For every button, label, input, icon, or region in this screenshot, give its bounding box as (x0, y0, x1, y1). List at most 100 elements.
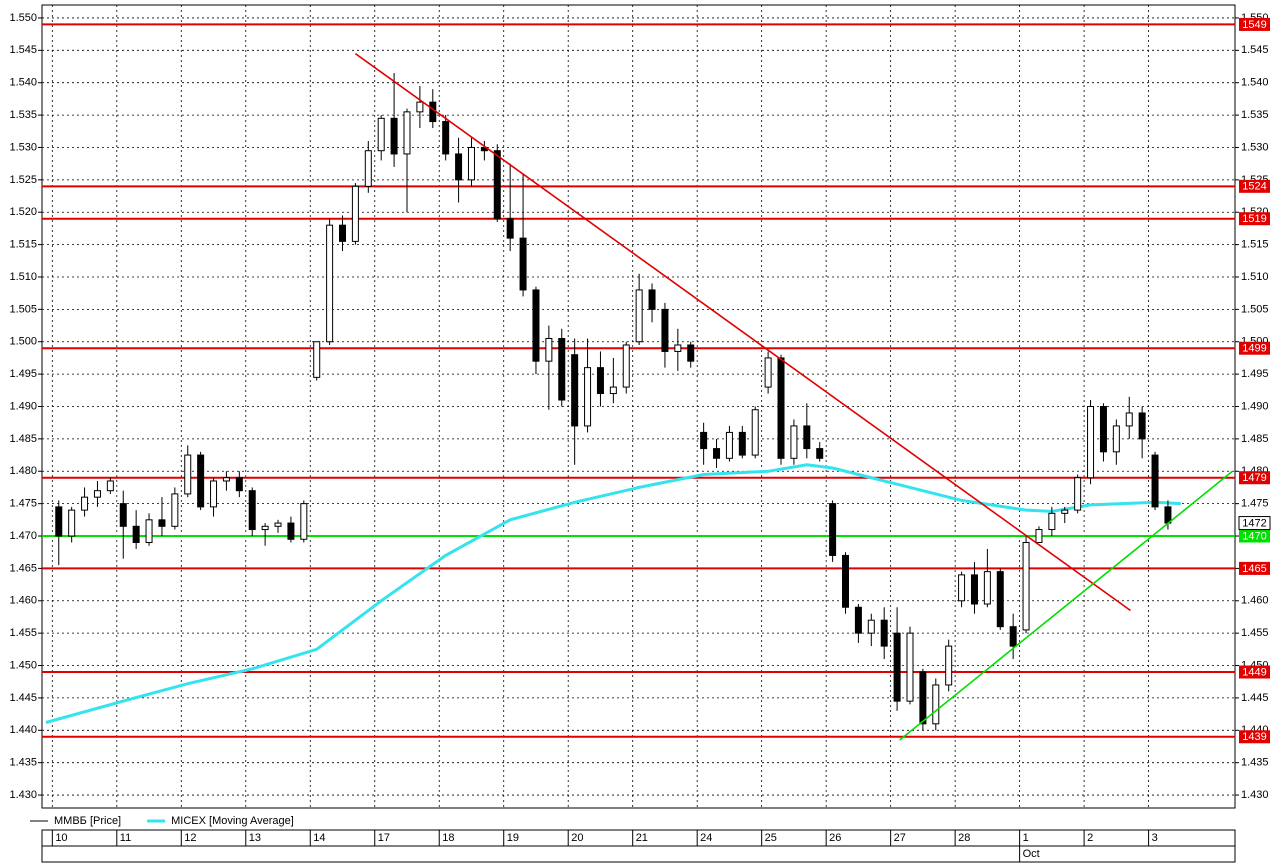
candle-body (648, 289, 656, 310)
candle-body (700, 431, 708, 450)
candle-body (635, 289, 643, 343)
level-label: 1519 (1242, 213, 1266, 225)
y-tick-label-right: 1.505 (1241, 303, 1269, 315)
y-tick-label: 1.460 (9, 595, 37, 607)
level-label-box (1239, 665, 1270, 679)
candle-body (416, 101, 424, 113)
candle-body (81, 496, 89, 511)
y-tick-label: 1.435 (9, 757, 37, 769)
y-tick-label: 1.485 (9, 433, 37, 445)
y-tick-label-right: 1.485 (1241, 433, 1269, 445)
candle-body (906, 632, 914, 702)
y-tick-label: 1.470 (9, 530, 37, 542)
candle-body (1099, 406, 1107, 453)
candle-body (893, 632, 901, 702)
candle-body (119, 503, 127, 527)
candle-body (377, 117, 385, 152)
candle-body (222, 477, 230, 482)
y-tick-label: 1.475 (9, 498, 37, 510)
y-tick-label: 1.525 (9, 174, 37, 186)
candle-body (467, 146, 475, 181)
candle-body (777, 357, 785, 459)
level-label-box (1239, 341, 1270, 355)
candle-body (713, 448, 721, 459)
candle-body (171, 493, 179, 527)
candle-body (261, 525, 269, 531)
candle-body (738, 431, 746, 456)
legend-label: MICEX [Moving Average] (171, 815, 294, 827)
x-tick-label: 11 (120, 832, 131, 844)
level-label: 1449 (1242, 666, 1266, 678)
candle-body (235, 477, 243, 492)
candle-body (932, 684, 940, 725)
last-price-box (1238, 516, 1271, 531)
candle-body (145, 519, 153, 543)
candle-body (93, 490, 101, 498)
candle-body (558, 338, 566, 401)
candle-body (1125, 412, 1133, 427)
candle-body (287, 522, 295, 540)
y-tick-label-right: 1.490 (1241, 400, 1269, 412)
y-tick-label-right: 1.435 (1241, 757, 1269, 769)
y-tick-label: 1.495 (9, 368, 37, 380)
y-tick-label: 1.530 (9, 141, 37, 153)
candle-body (493, 150, 501, 220)
x-tick-label: 25 (765, 832, 777, 844)
level-label-box (1239, 730, 1270, 744)
x-tick-label: 20 (571, 832, 583, 844)
level-label-box (1239, 17, 1270, 31)
candle-body (300, 503, 308, 540)
x-tick-label: 3 (1152, 832, 1158, 844)
candle-body (532, 289, 540, 362)
candle-body (248, 490, 256, 531)
candle-body (842, 554, 850, 608)
candle-body (403, 111, 411, 155)
y-tick-label-right: 1.540 (1241, 77, 1269, 89)
candle-body (1138, 412, 1146, 440)
y-tick-label-right: 1.515 (1241, 239, 1269, 251)
candle-body (364, 150, 372, 187)
y-tick-label-right: 1.495 (1241, 368, 1269, 380)
candle-body (1061, 509, 1069, 514)
x-tick-label: Oct (1023, 848, 1040, 860)
candle-body (455, 153, 463, 181)
candle-body (945, 645, 953, 686)
level-label: 1439 (1242, 731, 1266, 743)
candle-body (1164, 506, 1172, 524)
y-tick-label-right: 1.455 (1241, 627, 1269, 639)
x-tick-label: 21 (636, 832, 648, 844)
moving-average-line (45, 463, 1181, 724)
month-strip (41, 845, 1236, 863)
trendline (899, 470, 1233, 741)
candle-body (725, 431, 733, 459)
candle-body (829, 503, 837, 556)
candle-body (996, 571, 1004, 628)
x-tick-label: 13 (249, 832, 261, 844)
y-tick-label: 1.445 (9, 692, 37, 704)
y-tick-label-right: 1.460 (1241, 595, 1269, 607)
last-price-label: 1472 (1242, 517, 1266, 529)
legend-label: ММВБ [Price] (54, 815, 121, 827)
x-tick-label: 28 (958, 832, 970, 844)
x-tick-label: 19 (507, 832, 519, 844)
candle-body (1022, 541, 1030, 631)
candle-body (442, 121, 450, 155)
y-tick-label-right: 1.430 (1241, 789, 1269, 801)
candle-body (313, 341, 321, 378)
candle-body (764, 357, 772, 388)
candle-body (429, 101, 437, 123)
y-tick-label: 1.515 (9, 239, 37, 251)
x-tick-label: 1 (1023, 832, 1029, 844)
candle-body (1048, 512, 1056, 531)
y-tick-label: 1.430 (9, 789, 37, 801)
x-tick-label: 18 (442, 832, 454, 844)
y-tick-label: 1.535 (9, 109, 37, 121)
candle-body (197, 454, 205, 508)
y-tick-label-right: 1.530 (1241, 141, 1269, 153)
candle-body (970, 574, 978, 605)
y-tick-label: 1.540 (9, 77, 37, 89)
level-label: 1470 (1242, 530, 1266, 542)
y-tick-label: 1.520 (9, 206, 37, 218)
candle-body (1035, 529, 1043, 543)
